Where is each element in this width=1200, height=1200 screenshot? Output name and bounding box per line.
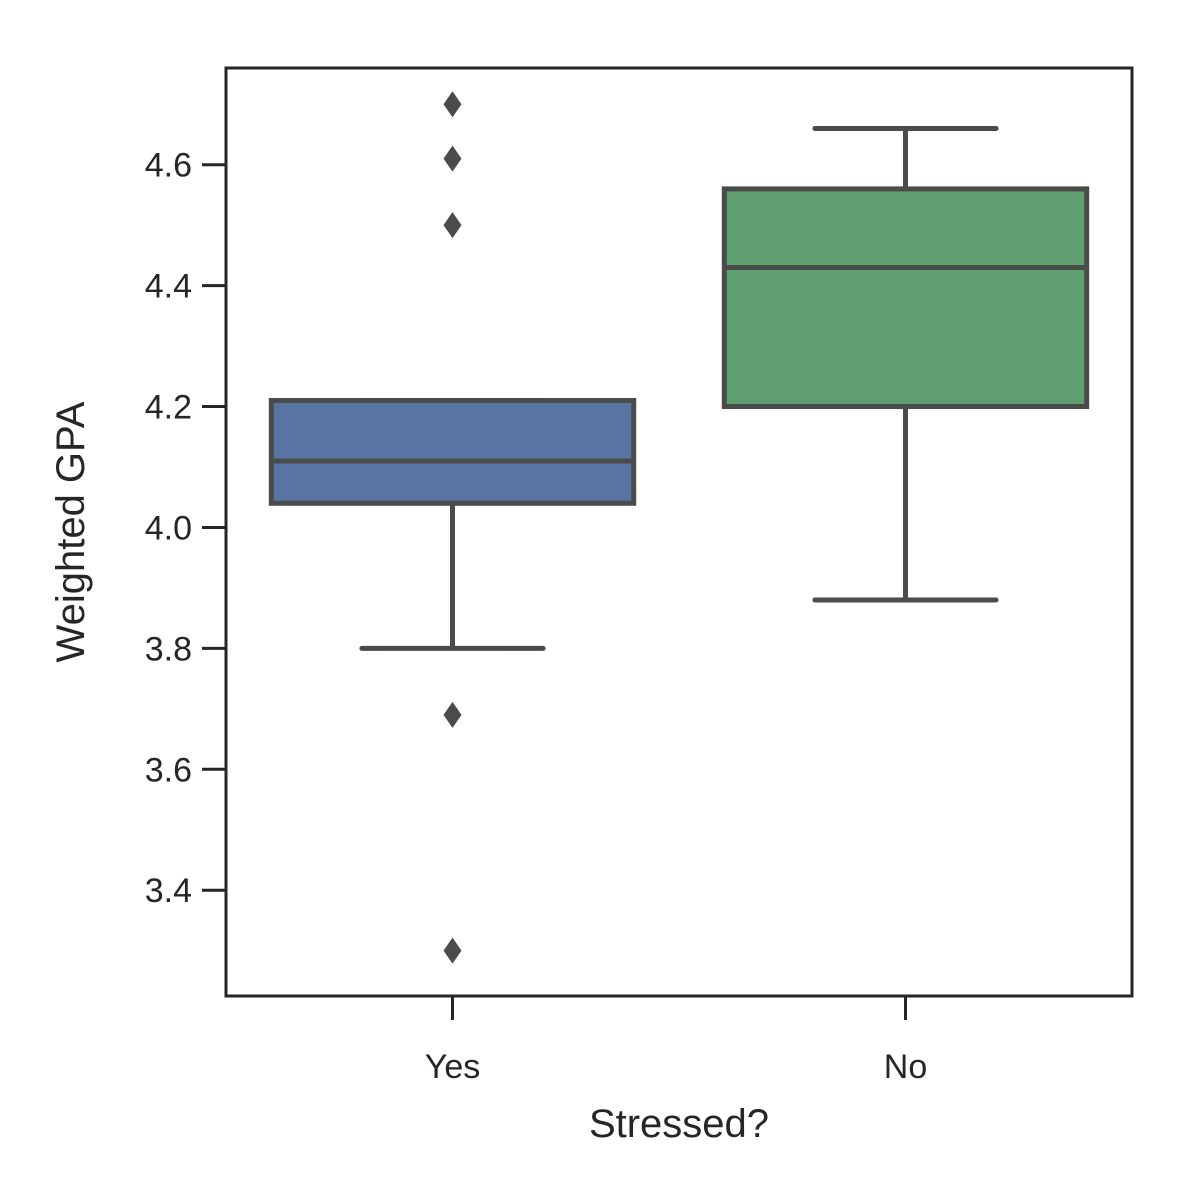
outlier-point: [443, 145, 462, 172]
outlier-point: [443, 212, 462, 239]
x-tick-label: Yes: [425, 1048, 480, 1086]
box-iqr: [268, 398, 637, 506]
outlier-point: [443, 701, 462, 728]
x-axis-label: Stressed?: [589, 1102, 769, 1146]
y-tick-label: 4.4: [145, 268, 192, 306]
y-tick-label: 4.6: [145, 147, 192, 185]
plot-frame: [224, 66, 1134, 998]
x-axis: Yes No: [425, 996, 927, 1086]
plot-area: [268, 91, 1090, 964]
y-tick-label: 3.4: [145, 872, 192, 910]
y-tick-label: 4.0: [145, 509, 192, 547]
outlier-point: [443, 91, 462, 118]
box-group-no: [721, 125, 1090, 603]
y-axis-label: Weighted GPA: [49, 401, 93, 662]
outlier-point: [443, 937, 462, 964]
y-tick-label: 3.6: [145, 751, 192, 789]
y-axis: 3.4 3.6 3.8 4.0 4.2 4.4 4.6: [145, 147, 226, 910]
y-tick-label: 3.8: [145, 630, 192, 668]
box-iqr: [721, 186, 1090, 410]
box-group-yes: [268, 91, 637, 964]
y-tick-label: 4.2: [145, 389, 192, 427]
x-tick-label: No: [884, 1048, 927, 1086]
